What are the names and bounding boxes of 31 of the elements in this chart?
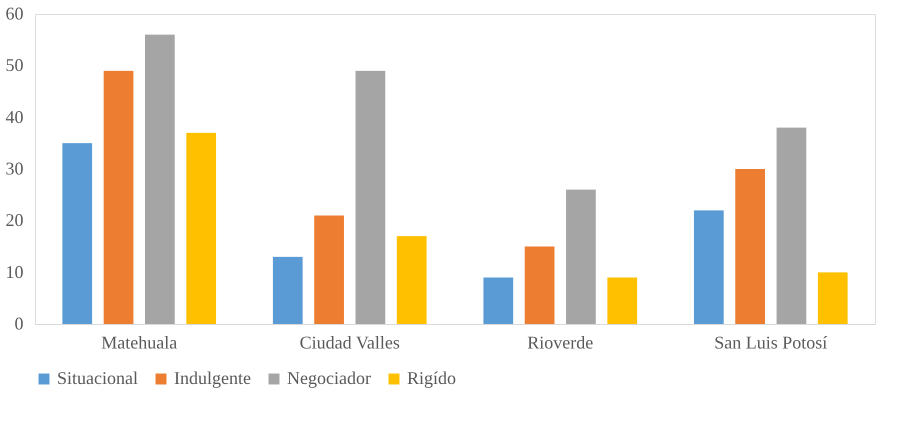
y-tick-label: 60 [6,4,24,24]
bar [483,278,514,324]
x-tick-label: Rioverde [527,332,594,352]
bar [818,272,848,324]
bar [144,34,175,324]
y-tick-label: 0 [14,314,24,334]
legend-label: Indulgente [174,368,251,388]
y-tick-label: 20 [6,210,24,230]
bar [186,132,216,324]
bar [776,128,806,324]
legend-label: Situacional [57,368,138,388]
bar [566,190,596,324]
bar [524,246,554,324]
x-tick-label: San Luis Potosí [714,332,828,352]
bar [607,278,638,324]
legend-label: Negociador [287,368,371,388]
y-tick-label: 40 [6,106,24,127]
bar [735,169,766,324]
bar [272,256,303,324]
legend-label: Rigído [407,368,456,388]
bar [104,70,134,324]
bar [314,216,344,324]
x-tick-label: Matehuala [101,332,178,352]
bar [62,143,92,324]
bar [694,210,724,324]
y-tick-label: 50 [6,55,24,76]
y-tick-label: 30 [6,158,24,178]
y-tick-label: 10 [6,262,24,282]
bar [396,236,427,324]
bar [356,70,386,324]
x-tick-label: Ciudad Valles [300,332,400,352]
